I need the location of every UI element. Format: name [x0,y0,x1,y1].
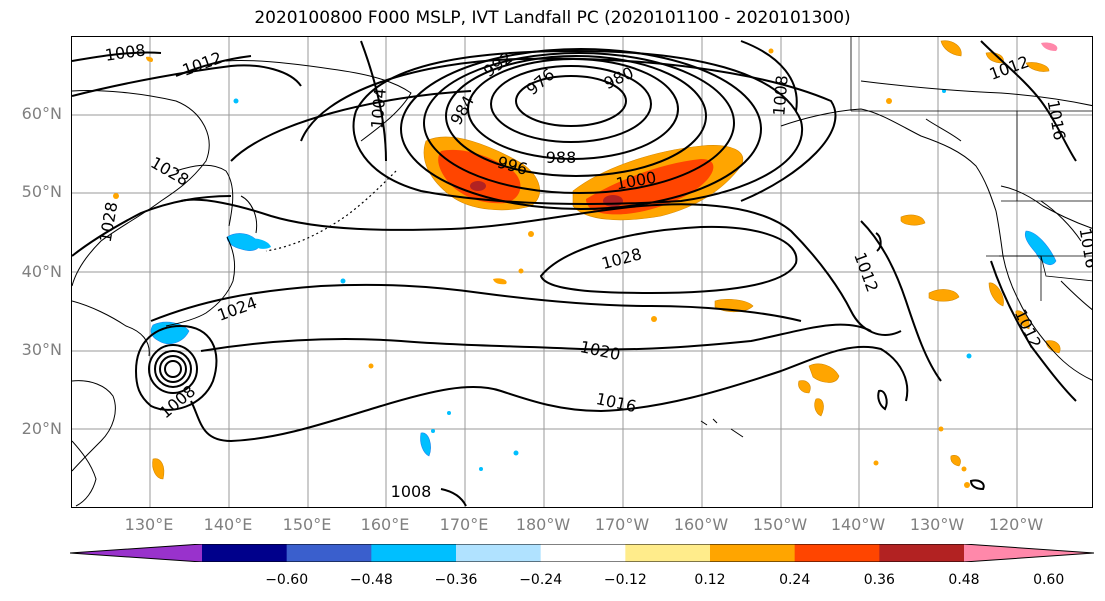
lon-label-130e: 130°E [124,515,174,534]
lon-label-180w: 180°W [515,515,571,534]
lon-label-160w: 160°W [673,515,729,534]
lat-label-40n: 40°N [21,262,62,281]
lat-label-30n: 30°N [21,340,62,359]
contour-label: 1008 [156,381,199,422]
contour-label: 1016 [594,389,638,416]
colorbar-segment [286,544,372,562]
lon-label-150w: 150°W [752,515,808,534]
contour-label: 1012 [1011,306,1045,351]
colorbar-segment [202,544,288,562]
contour-labels: 1008 1012 1028 1028 1004 984 976 992 980… [96,40,1093,501]
contour-label: 1028 [147,153,192,190]
colorbar-tick-label: 0.24 [779,572,811,588]
map-title: 2020100800 F000 MSLP, IVT Landfall PC (2… [254,8,851,28]
colorbar [70,544,1094,562]
colorbar-tick-label: −0.24 [519,572,563,588]
coastlines [72,59,1092,507]
lat-label-60n: 60°N [21,104,62,123]
map-panel[interactable]: 1008 1012 1028 1028 1004 984 976 992 980… [71,36,1093,508]
contour-label: 1008 [769,74,791,116]
graticule [72,37,1092,507]
dateline [265,170,397,252]
lon-label-140e: 140°E [203,515,253,534]
contour-label: 1028 [96,200,122,243]
contour-label: 1020 [578,337,622,364]
colorbar-tick-label: −0.48 [349,572,393,588]
contour-label: 1008 [104,40,147,64]
mslp-contours [72,40,1077,507]
contour-label: 1012 [180,48,225,80]
lon-label-170e: 170°E [439,515,489,534]
colorbar-extend-low [70,544,202,562]
lat-label-50n: 50°N [21,182,62,201]
colorbar-tick-label: −0.12 [603,572,647,588]
contour-label: 1016 [1076,226,1093,269]
lon-label-140w: 140°W [830,515,886,534]
colorbar-segment [540,544,626,562]
political-borders [850,37,1092,301]
contour-label: 1024 [215,293,260,325]
colorbar-segment [371,544,457,562]
contour-label: 1008 [391,482,432,501]
colorbar-tick-label: 0.36 [863,572,895,588]
contour-label: 1016 [1044,98,1070,141]
lon-label-130w: 130°W [909,515,965,534]
colorbar-tick-label: 0.60 [1033,572,1065,588]
colorbar-tick-label: −0.60 [265,572,309,588]
lat-label-20n: 20°N [21,419,62,438]
lon-label-160e: 160°E [360,515,410,534]
ivt-positive-shading [113,40,1061,488]
colorbar-tick-label: 0.12 [694,572,726,588]
contour-label: 988 [546,148,577,167]
colorbar-tick-label: −0.36 [434,572,478,588]
colorbar-tick-label: 0.48 [948,572,980,588]
ivt-negative-shading [150,89,1057,471]
colorbar-extend-high [964,544,1094,562]
colorbar-segment [879,544,965,562]
lon-label-120w: 120°W [988,515,1044,534]
contour-label: 976 [523,65,559,99]
colorbar-segment [625,544,711,562]
colorbar-segment [710,544,796,562]
contour-label: 1004 [367,87,389,129]
colorbar-segment [456,544,542,562]
lon-label-170w: 170°W [594,515,650,534]
contour-label: 1028 [599,244,643,273]
colorbar-segment [794,544,880,562]
lon-label-150e: 150°E [282,515,332,534]
map-canvas: 1008 1012 1028 1028 1004 984 976 992 980… [72,37,1093,507]
